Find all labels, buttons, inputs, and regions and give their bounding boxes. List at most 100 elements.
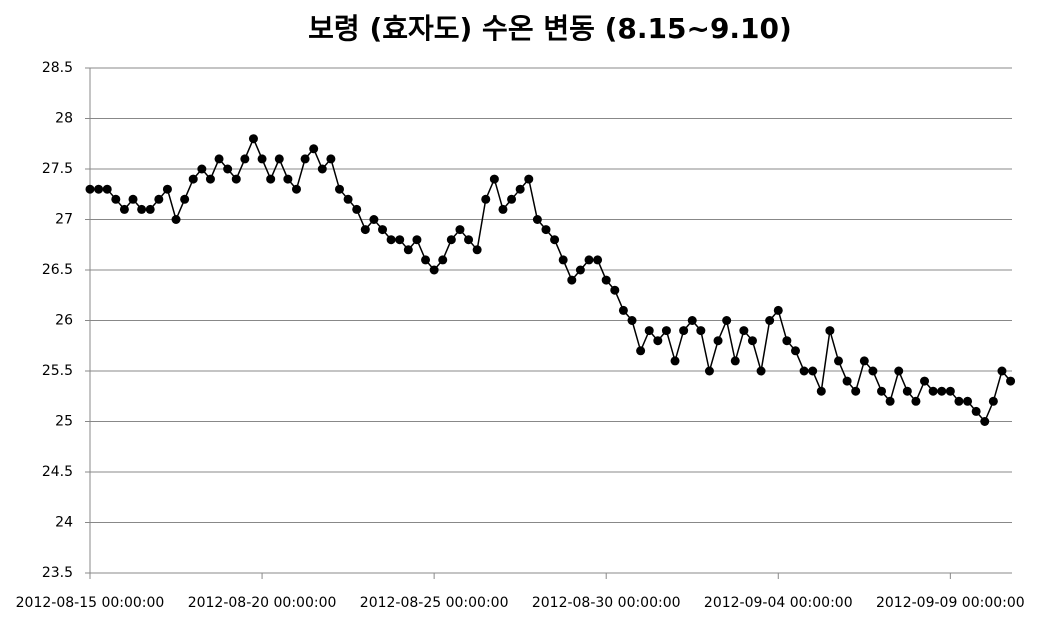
data-point: [653, 336, 663, 346]
data-point: [128, 194, 138, 204]
data-point: [730, 356, 740, 366]
y-tick-label: 23.5: [42, 565, 73, 581]
data-point: [808, 366, 818, 376]
data-point: [524, 174, 534, 184]
data-point: [704, 366, 714, 376]
y-tick-label: 28: [55, 111, 73, 127]
data-point: [266, 174, 276, 184]
data-point: [670, 356, 680, 366]
data-point: [154, 194, 164, 204]
series-line: [90, 136, 1012, 423]
data-point: [291, 184, 301, 194]
data-point: [722, 316, 732, 325]
x-tick-label: 2012-09-04 00:00:00: [704, 595, 853, 611]
data-point: [928, 386, 938, 396]
data-point: [782, 336, 792, 346]
data-point: [593, 255, 603, 265]
data-point: [223, 164, 233, 174]
data-point: [472, 245, 482, 255]
y-tick-label: 25.5: [42, 363, 73, 379]
data-point: [937, 386, 947, 396]
data-point: [920, 376, 930, 386]
data-point: [360, 225, 370, 235]
data-point: [756, 366, 766, 376]
y-tick-label: 25: [55, 414, 73, 430]
data-point: [765, 316, 775, 325]
data-point: [679, 326, 689, 336]
y-tick-label: 26.5: [42, 262, 73, 278]
data-point: [980, 417, 990, 426]
data-point: [790, 346, 800, 356]
data-point: [627, 316, 637, 325]
data-point: [859, 356, 869, 366]
data-point: [618, 305, 628, 315]
data-point: [541, 225, 551, 235]
data-point: [300, 154, 310, 164]
data-point: [532, 215, 542, 224]
data-point: [575, 265, 585, 275]
data-point: [240, 154, 250, 164]
data-point: [498, 204, 508, 214]
x-tick-label: 2012-08-20 00:00:00: [188, 595, 337, 611]
data-point: [1006, 376, 1016, 386]
data-point: [747, 336, 757, 346]
x-tick-label: 2012-08-25 00:00:00: [360, 595, 509, 611]
data-point: [507, 194, 517, 204]
data-point: [584, 255, 594, 265]
data-point: [162, 184, 172, 194]
x-tick-label: 2012-08-30 00:00:00: [532, 595, 681, 611]
data-point: [429, 265, 439, 275]
data-point: [395, 235, 405, 245]
data-point: [799, 366, 809, 376]
x-tick-label: 2012-08-15 00:00:00: [16, 595, 165, 611]
data-point: [894, 366, 904, 376]
data-point: [205, 174, 215, 184]
data-point: [963, 396, 973, 406]
data-point: [902, 386, 912, 396]
data-point: [489, 174, 499, 184]
data-point: [773, 305, 783, 315]
x-tick-label: 2012-09-09 00:00:00: [876, 595, 1025, 611]
data-point: [567, 275, 577, 285]
data-point: [816, 386, 826, 396]
chart-title: 보령 (효자도) 수온 변동 (8.15~9.10): [308, 12, 792, 45]
data-point: [558, 255, 568, 265]
data-point: [661, 326, 671, 336]
y-tick-label: 24: [55, 515, 73, 531]
data-point: [868, 366, 878, 376]
data-point: [214, 154, 224, 164]
data-point: [403, 245, 413, 255]
data-point: [696, 326, 706, 336]
data-point: [119, 204, 129, 214]
y-tick-label: 28.5: [42, 60, 73, 76]
data-point: [145, 204, 155, 214]
data-point: [378, 225, 388, 235]
data-point: [386, 235, 396, 245]
data-point: [481, 194, 491, 204]
data-point: [197, 164, 207, 174]
data-point: [102, 184, 112, 194]
data-point: [231, 174, 241, 184]
data-point: [971, 406, 981, 416]
data-point: [997, 366, 1007, 376]
data-point: [326, 154, 336, 164]
data-point: [438, 255, 448, 265]
data-point: [833, 356, 843, 366]
data-point: [713, 336, 723, 346]
data-point: [885, 396, 895, 406]
data-point: [352, 204, 362, 214]
y-tick-label: 26: [55, 313, 73, 329]
data-point: [137, 204, 147, 214]
data-point: [601, 275, 611, 285]
data-point: [825, 326, 835, 336]
data-point: [171, 215, 181, 224]
data-point: [412, 235, 422, 245]
data-point: [954, 396, 964, 406]
data-point: [851, 386, 861, 396]
data-point: [85, 184, 95, 194]
data-point: [94, 184, 104, 194]
y-tick-label: 27: [55, 212, 73, 228]
data-point: [248, 134, 258, 144]
data-point: [317, 164, 327, 174]
